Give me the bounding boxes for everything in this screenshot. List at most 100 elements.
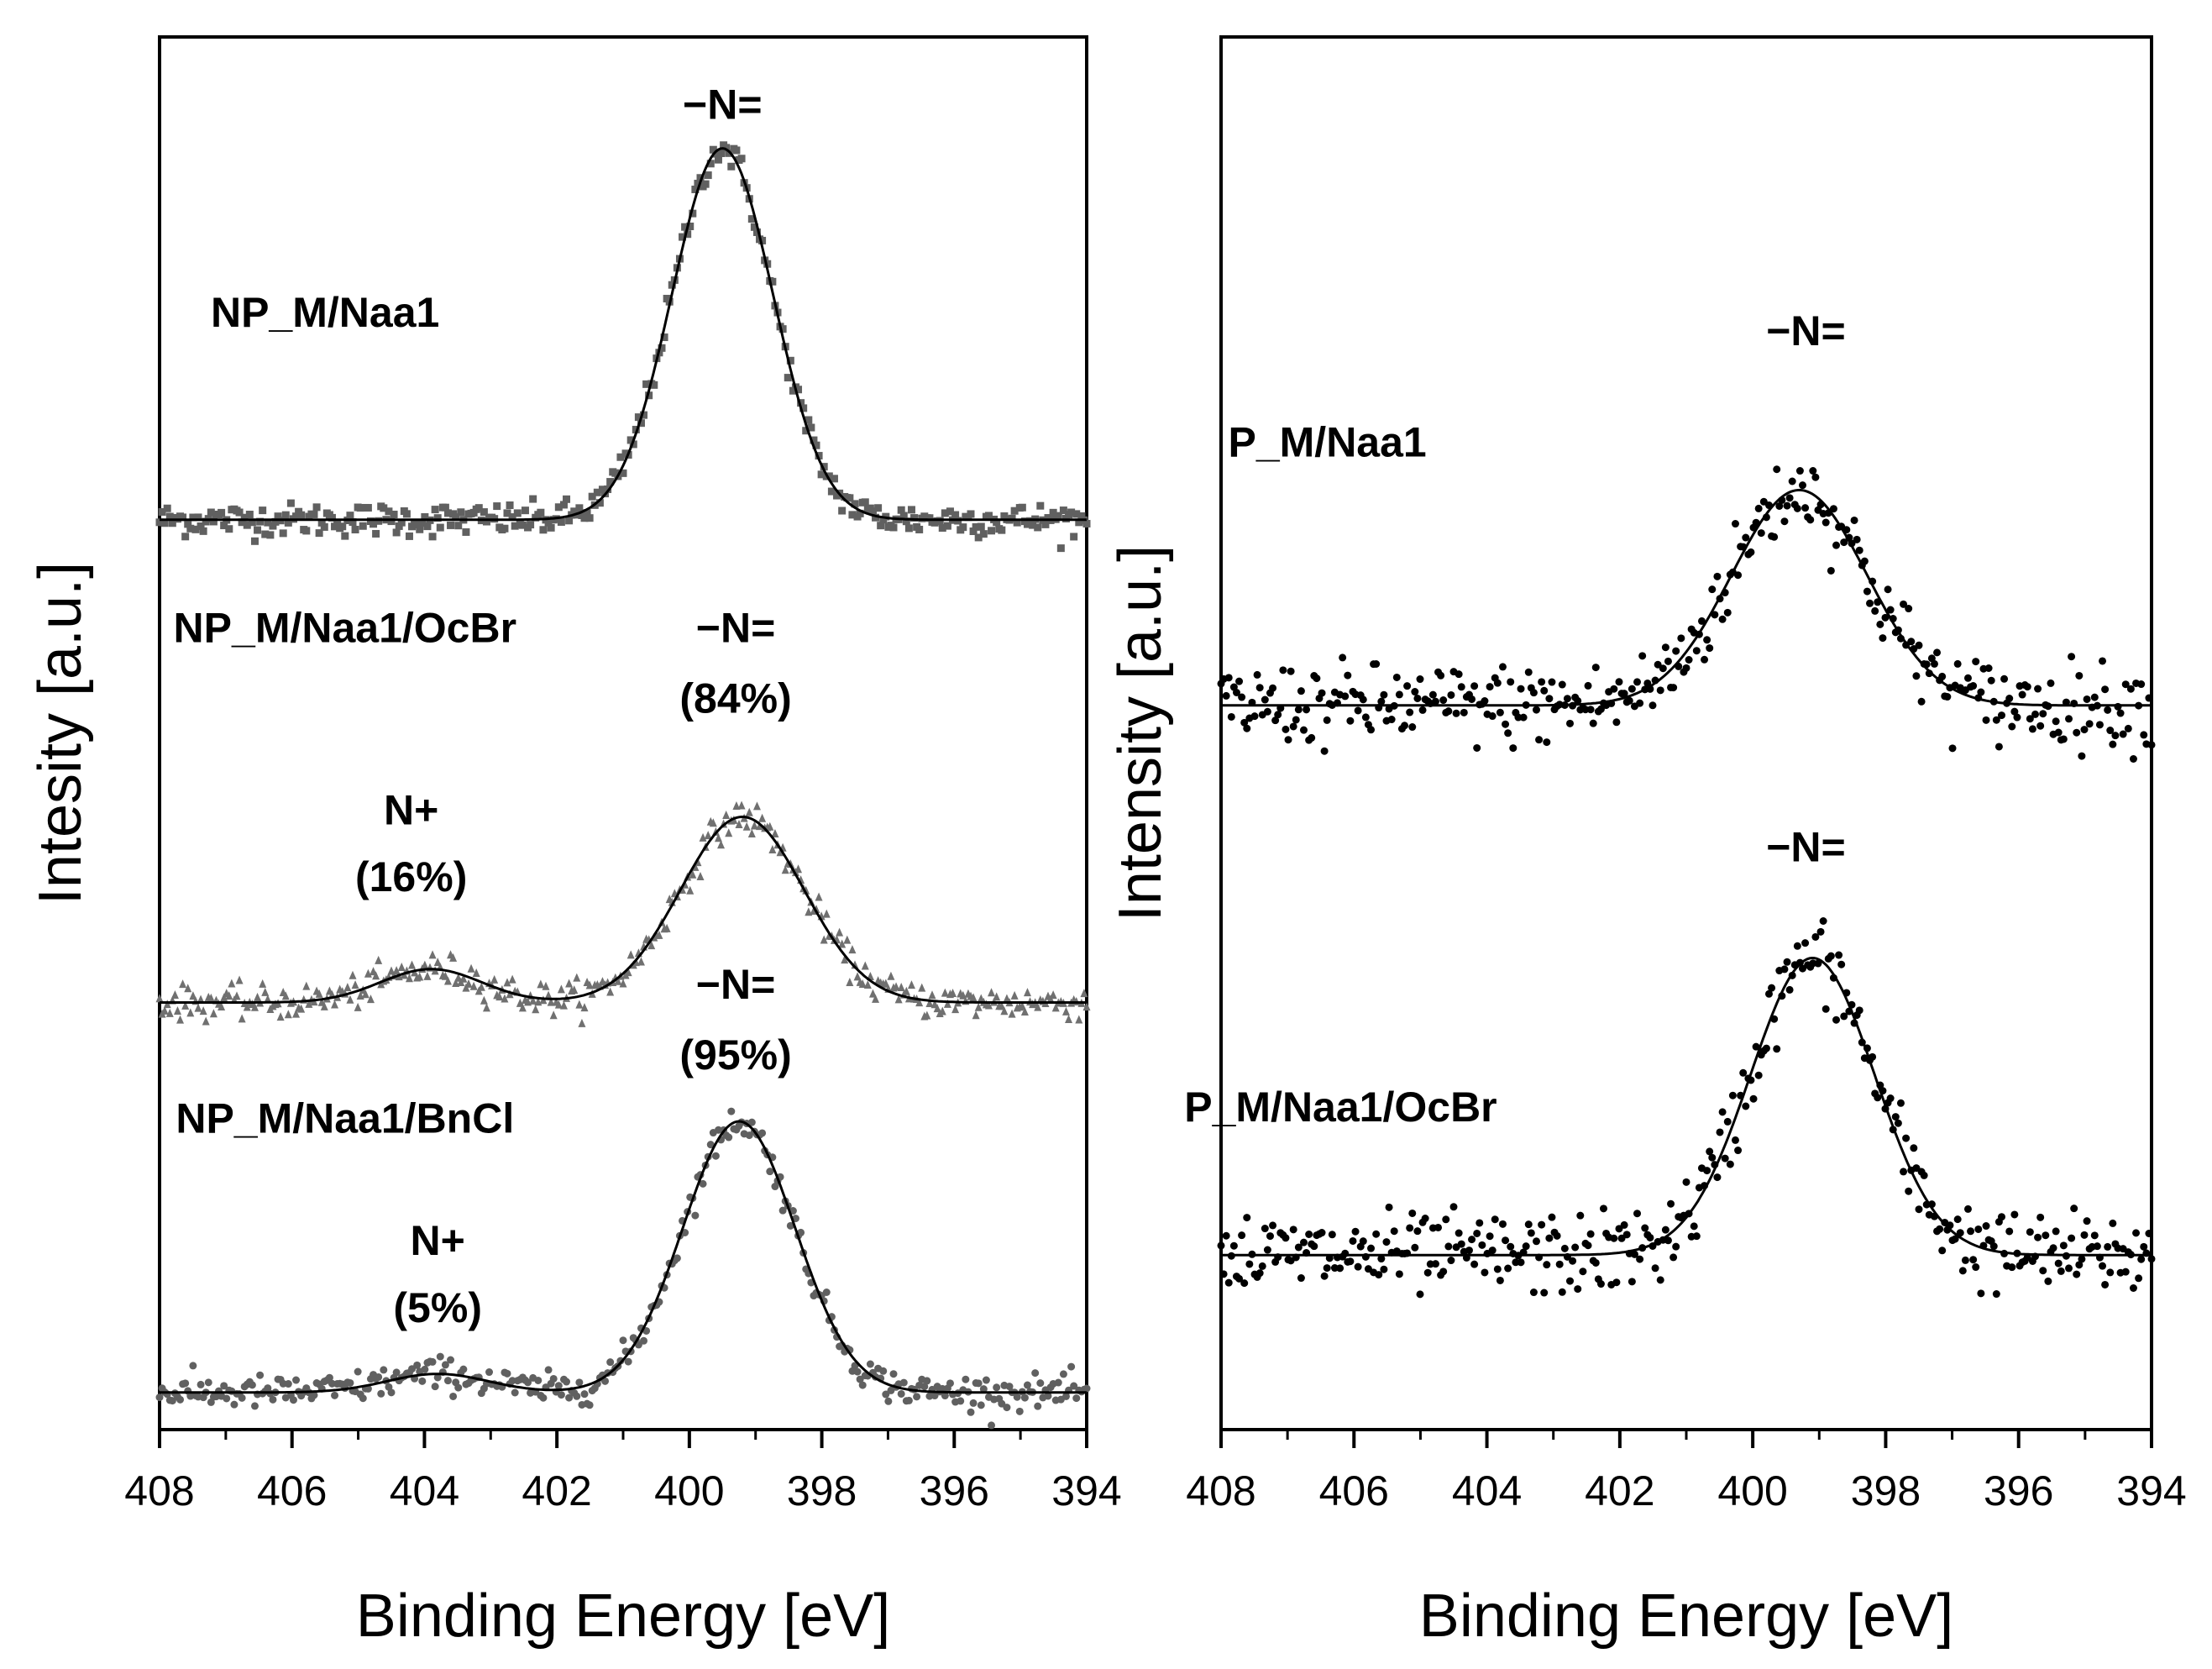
data-point (1447, 690, 1455, 699)
data-point (518, 1003, 527, 1012)
data-point (1018, 503, 1026, 512)
data-point (529, 995, 537, 1005)
data-point (338, 522, 347, 531)
data-point (243, 1002, 251, 1011)
data-point (1532, 706, 1540, 714)
data-point (359, 1394, 367, 1403)
data-point (1630, 1250, 1638, 1258)
data-point (1832, 541, 1841, 549)
data-point (846, 494, 854, 502)
data-point (1977, 688, 1985, 696)
data-point (1638, 652, 1647, 660)
data-point (640, 1336, 648, 1345)
data-point (1894, 1119, 1902, 1127)
data-point (1305, 1231, 1313, 1239)
x-tick-label: 394 (2116, 1467, 2186, 1514)
data-point (1963, 1205, 1972, 1213)
data-point (421, 1365, 429, 1373)
data-point (758, 813, 767, 822)
data-point (341, 532, 349, 540)
data-point (1269, 1221, 1277, 1230)
data-point (2039, 710, 2047, 718)
data-point (1795, 467, 1804, 475)
data-point (1566, 1277, 1574, 1285)
data-point (872, 994, 880, 1003)
data-point (879, 1367, 888, 1375)
data-point (413, 521, 422, 529)
data-point (2052, 717, 2060, 726)
data-point (1297, 1274, 1305, 1283)
data-point (2031, 710, 2039, 718)
data-point (271, 517, 280, 526)
data-point (941, 1392, 949, 1400)
data-point (1672, 1242, 1680, 1251)
data-point (902, 517, 910, 526)
data-point (1070, 1382, 1078, 1390)
data-point (1628, 685, 1636, 693)
data-point (2018, 690, 2026, 699)
data-point (984, 1000, 993, 1010)
data-point (580, 514, 589, 522)
data-point (957, 1397, 965, 1405)
data-point (184, 520, 192, 528)
data-point (1646, 1233, 1654, 1241)
data-point (1835, 951, 1843, 959)
data-point (1470, 682, 1479, 690)
data-point (910, 514, 919, 522)
data-point (998, 526, 1006, 534)
data-point (1046, 995, 1055, 1004)
data-point (485, 1368, 494, 1377)
data-point (1431, 697, 1439, 706)
data-point (1344, 671, 1352, 680)
data-point (619, 469, 627, 477)
x-tick-label: 398 (1851, 1467, 1921, 1514)
data-point (585, 1401, 594, 1409)
data-point (820, 935, 828, 944)
data-point (286, 499, 295, 507)
data-point (969, 993, 978, 1002)
data-point (1478, 1241, 1486, 1249)
data-point (220, 1382, 228, 1390)
data-point (1881, 613, 1890, 622)
data-point (1799, 481, 1806, 490)
data-point (1434, 1223, 1443, 1231)
data-point (1245, 1260, 1254, 1268)
data-point (565, 979, 574, 988)
data-point (469, 981, 478, 990)
data-point (563, 1378, 571, 1386)
data-point (1496, 708, 1504, 716)
data-point (418, 1377, 427, 1385)
data-point (853, 972, 862, 981)
data-point (982, 1376, 990, 1384)
data-point (297, 1004, 306, 1013)
data-point (181, 1379, 190, 1388)
data-point (578, 1018, 586, 1027)
data-point (624, 1357, 632, 1366)
data-point (1390, 1227, 1398, 1236)
data-point (1591, 1258, 1600, 1267)
data-point (1065, 1014, 1073, 1023)
data-point (380, 504, 388, 512)
x-tick-label: 400 (654, 1467, 724, 1514)
data-point (1910, 1144, 1918, 1152)
data-point (872, 513, 880, 522)
data-point (220, 522, 228, 530)
data-point (315, 989, 323, 998)
data-point (557, 1391, 565, 1399)
data-point (1339, 653, 1347, 662)
data-point (1713, 1173, 1722, 1182)
data-point (511, 522, 519, 530)
data-point (2106, 727, 2115, 735)
data-point (416, 525, 424, 533)
data-point (1775, 501, 1784, 510)
data-point (1263, 707, 1271, 716)
data-point (868, 989, 877, 998)
data-point (1491, 1215, 1499, 1224)
data-point (2083, 1217, 2091, 1226)
data-point (1682, 664, 1690, 672)
data-point (711, 1152, 720, 1160)
data-point (2075, 1261, 2084, 1269)
data-point (1522, 1242, 1530, 1251)
data-point (250, 1402, 259, 1410)
